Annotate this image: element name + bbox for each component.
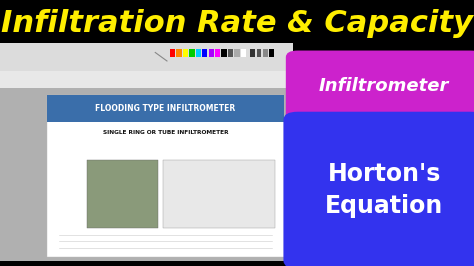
Bar [47, 95, 284, 257]
Text: FLOODING TYPE INFILTROMETER: FLOODING TYPE INFILTROMETER [95, 104, 236, 113]
FancyBboxPatch shape [283, 112, 474, 266]
Bar [170, 49, 175, 57]
Bar [0, 88, 293, 261]
Bar [163, 160, 274, 228]
Bar [47, 95, 284, 122]
Bar [215, 49, 220, 57]
Bar [221, 49, 227, 57]
Bar [183, 49, 188, 57]
Bar [189, 49, 194, 57]
Bar [196, 49, 201, 57]
Bar [241, 49, 246, 57]
Bar [202, 49, 208, 57]
Text: Infiltration Rate & Capacity: Infiltration Rate & Capacity [1, 9, 473, 39]
Bar [176, 49, 182, 57]
Bar [234, 49, 240, 57]
Bar [256, 49, 261, 57]
Text: SINGLE RING OR TUBE INFILTROMETER: SINGLE RING OR TUBE INFILTROMETER [103, 130, 228, 135]
Bar [270, 49, 274, 57]
Bar [228, 49, 233, 57]
Bar [87, 160, 158, 228]
Bar [0, 43, 293, 71]
Bar [263, 49, 268, 57]
FancyBboxPatch shape [286, 51, 474, 122]
Bar [0, 71, 293, 88]
Text: Horton's
Equation: Horton's Equation [325, 162, 443, 218]
Bar [250, 49, 255, 57]
Bar [0, 43, 293, 261]
Text: Infiltrometer: Infiltrometer [319, 77, 449, 95]
Bar [209, 49, 214, 57]
